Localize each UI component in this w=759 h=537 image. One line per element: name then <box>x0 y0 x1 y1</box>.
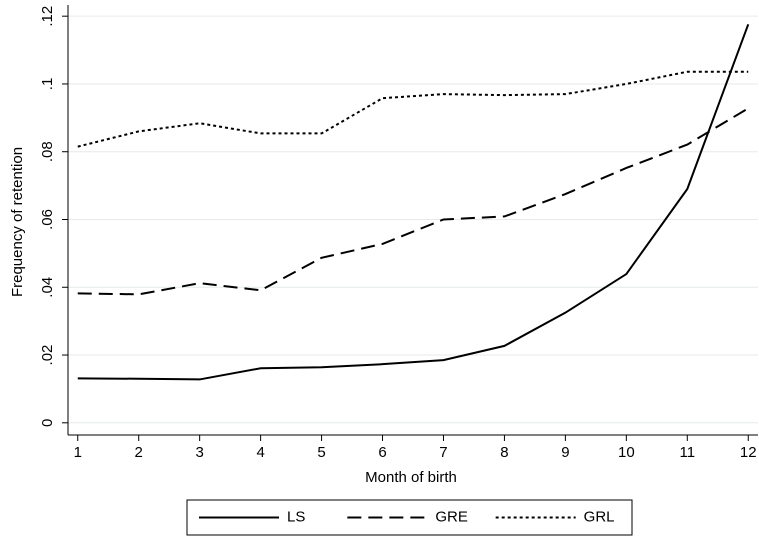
x-tick-label: 12 <box>740 444 757 461</box>
series-line <box>77 70 749 148</box>
x-tick-label: 5 <box>317 444 325 461</box>
x-tick-label: 8 <box>500 444 508 461</box>
legend-label: GRL <box>584 508 615 525</box>
y-tick-label: .1 <box>39 78 56 91</box>
x-tick-label: 7 <box>439 444 447 461</box>
y-axis-label: Frequency of retention <box>9 147 26 297</box>
y-tick-label: .08 <box>39 141 56 162</box>
x-tick-label: 3 <box>195 444 203 461</box>
legend-label: GRE <box>435 508 468 525</box>
legend-label: LS <box>287 508 305 525</box>
x-tick-label: 9 <box>561 444 569 461</box>
x-tick-label: 1 <box>74 444 82 461</box>
x-tick-label: 2 <box>135 444 143 461</box>
x-axis-label: Month of birth <box>365 469 457 486</box>
x-tick-label: 11 <box>680 444 696 461</box>
series-line <box>77 23 750 381</box>
x-tick-label: 10 <box>618 444 635 461</box>
series-line <box>77 107 749 296</box>
y-tick-label: .12 <box>39 6 56 27</box>
y-tick-label: .02 <box>39 345 56 366</box>
y-tick-label: .04 <box>39 277 56 298</box>
y-tick-label: .06 <box>39 209 56 230</box>
x-tick-label: 6 <box>378 444 386 461</box>
y-tick-label: 0 <box>39 419 56 427</box>
x-tick-label: 4 <box>256 444 264 461</box>
